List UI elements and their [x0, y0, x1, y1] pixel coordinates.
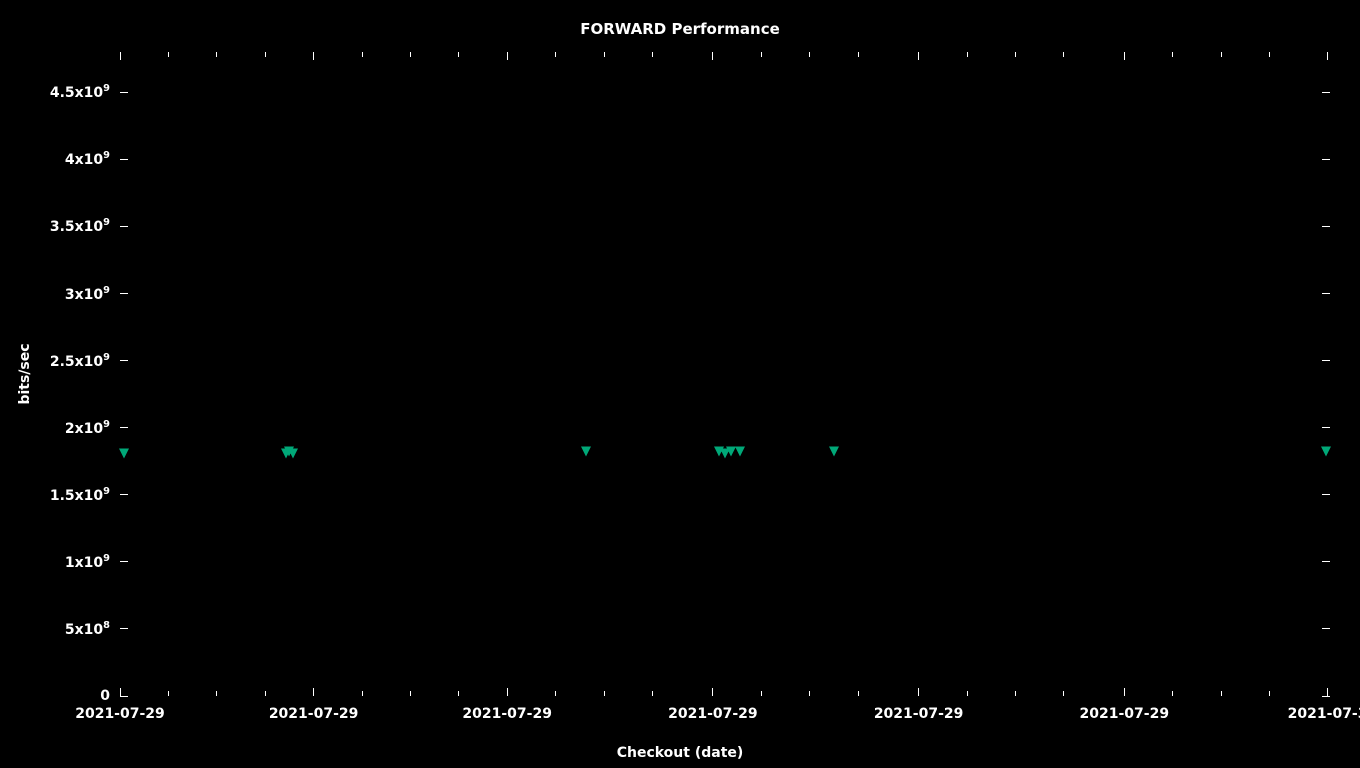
- x-tick: [712, 688, 713, 696]
- x-tick: [712, 52, 713, 60]
- x-minor-tick: [1221, 52, 1222, 57]
- x-minor-tick: [362, 52, 363, 57]
- x-minor-tick: [216, 52, 217, 57]
- x-tick: [313, 688, 314, 696]
- y-tick: [1322, 494, 1330, 495]
- x-tick-label: 2021-07-29: [269, 706, 359, 722]
- x-minor-tick: [652, 691, 653, 696]
- x-minor-tick: [168, 691, 169, 696]
- y-tick: [120, 159, 128, 160]
- x-minor-tick: [555, 52, 556, 57]
- x-tick-label: 2021-07-3: [1288, 706, 1360, 722]
- x-minor-tick: [410, 691, 411, 696]
- x-minor-tick: [967, 52, 968, 57]
- x-minor-tick: [1172, 691, 1173, 696]
- data-point: [829, 447, 839, 457]
- x-minor-tick: [1063, 691, 1064, 696]
- y-axis-label: bits/sec: [17, 343, 33, 404]
- x-tick: [918, 688, 919, 696]
- x-tick: [1124, 688, 1125, 696]
- y-tick-label: 1.5x109: [50, 486, 110, 504]
- x-minor-tick: [362, 691, 363, 696]
- x-minor-tick: [216, 691, 217, 696]
- y-tick-label: 4x109: [65, 151, 110, 169]
- y-tick-label: 2x109: [65, 419, 110, 437]
- y-tick-label: 3.5x109: [50, 218, 110, 236]
- x-tick: [313, 52, 314, 60]
- x-minor-tick: [858, 691, 859, 696]
- x-minor-tick: [555, 691, 556, 696]
- y-tick: [1322, 561, 1330, 562]
- y-tick: [120, 628, 128, 629]
- x-minor-tick: [604, 691, 605, 696]
- y-tick: [1322, 226, 1330, 227]
- x-minor-tick: [458, 691, 459, 696]
- x-minor-tick: [1269, 691, 1270, 696]
- x-minor-tick: [604, 52, 605, 57]
- y-tick: [120, 494, 128, 495]
- data-point: [1321, 447, 1331, 457]
- data-point: [119, 448, 129, 458]
- x-minor-tick: [1015, 691, 1016, 696]
- y-tick: [1322, 427, 1330, 428]
- y-tick: [120, 427, 128, 428]
- y-tick-label: 3x109: [65, 285, 110, 303]
- x-tick-label: 2021-07-29: [462, 706, 552, 722]
- x-minor-tick: [858, 52, 859, 57]
- x-tick-label: 2021-07-29: [874, 706, 964, 722]
- x-minor-tick: [1063, 52, 1064, 57]
- data-point: [735, 447, 745, 457]
- x-tick: [507, 52, 508, 60]
- x-minor-tick: [1221, 691, 1222, 696]
- x-tick: [120, 688, 121, 696]
- chart-container: FORWARD Performance bits/sec Checkout (d…: [0, 0, 1360, 768]
- y-tick: [1322, 92, 1330, 93]
- x-tick: [1327, 688, 1328, 696]
- y-tick-label: 4.5x109: [50, 83, 110, 101]
- x-minor-tick: [265, 52, 266, 57]
- y-tick: [1322, 159, 1330, 160]
- y-tick: [120, 293, 128, 294]
- y-tick-label: 1x109: [65, 553, 110, 571]
- chart-title: FORWARD Performance: [0, 20, 1360, 38]
- x-minor-tick: [458, 52, 459, 57]
- x-minor-tick: [1269, 52, 1270, 57]
- y-tick: [120, 92, 128, 93]
- x-minor-tick: [168, 52, 169, 57]
- x-minor-tick: [1172, 52, 1173, 57]
- x-tick: [120, 52, 121, 60]
- y-tick: [120, 226, 128, 227]
- x-tick: [918, 52, 919, 60]
- data-point: [581, 447, 591, 457]
- y-tick-label: 5x108: [65, 620, 110, 638]
- plot-area: [120, 52, 1330, 696]
- y-tick: [1322, 628, 1330, 629]
- y-tick: [1322, 360, 1330, 361]
- x-minor-tick: [1015, 52, 1016, 57]
- y-tick-label: 2.5x109: [50, 352, 110, 370]
- y-tick: [120, 360, 128, 361]
- data-point: [288, 448, 298, 458]
- x-minor-tick: [410, 52, 411, 57]
- x-minor-tick: [652, 52, 653, 57]
- x-tick-label: 2021-07-29: [75, 706, 165, 722]
- x-minor-tick: [967, 691, 968, 696]
- x-tick-label: 2021-07-29: [1080, 706, 1170, 722]
- x-axis-label: Checkout (date): [0, 745, 1360, 761]
- x-tick: [507, 688, 508, 696]
- y-tick: [1322, 293, 1330, 294]
- y-tick: [1322, 696, 1330, 697]
- x-minor-tick: [809, 52, 810, 57]
- x-minor-tick: [265, 691, 266, 696]
- x-tick: [1124, 52, 1125, 60]
- y-tick: [120, 696, 128, 697]
- x-tick: [1327, 52, 1328, 60]
- x-minor-tick: [761, 691, 762, 696]
- x-minor-tick: [809, 691, 810, 696]
- x-tick-label: 2021-07-29: [668, 706, 758, 722]
- y-tick: [120, 561, 128, 562]
- x-minor-tick: [761, 52, 762, 57]
- y-tick-label: 0: [100, 688, 110, 704]
